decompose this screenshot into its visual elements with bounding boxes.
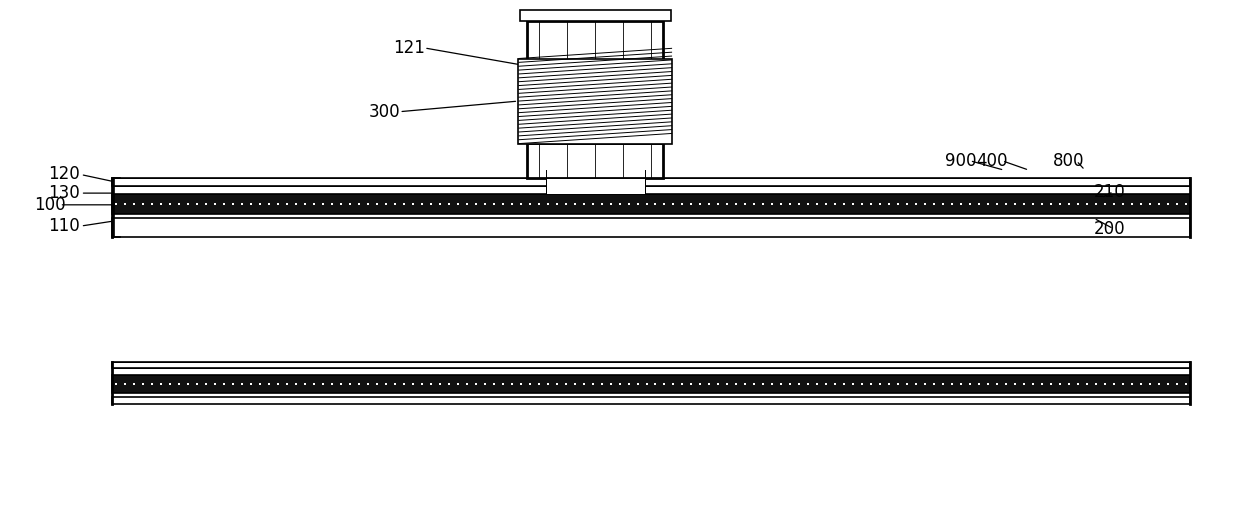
Bar: [112, 194, 1190, 214]
Bar: [112, 218, 1190, 237]
Text: 130: 130: [48, 184, 81, 202]
Bar: [112, 178, 1190, 186]
Text: 400: 400: [976, 152, 1008, 170]
Text: 900: 900: [945, 152, 977, 170]
Bar: [518, 59, 672, 144]
Bar: [520, 10, 671, 21]
Bar: [112, 375, 1190, 393]
Text: 100: 100: [33, 196, 66, 214]
Bar: [546, 178, 645, 194]
Text: 310: 310: [536, 16, 568, 35]
Text: 200: 200: [1094, 220, 1126, 238]
Text: 800: 800: [1053, 152, 1085, 170]
Text: 121: 121: [393, 39, 425, 57]
Text: 110: 110: [48, 217, 81, 235]
Text: 120: 120: [48, 165, 81, 184]
Text: 210: 210: [1094, 182, 1126, 201]
Bar: [112, 362, 1190, 368]
Text: 300: 300: [368, 103, 401, 121]
Text: 122: 122: [591, 47, 624, 65]
Bar: [112, 397, 1190, 404]
Bar: [527, 21, 663, 178]
